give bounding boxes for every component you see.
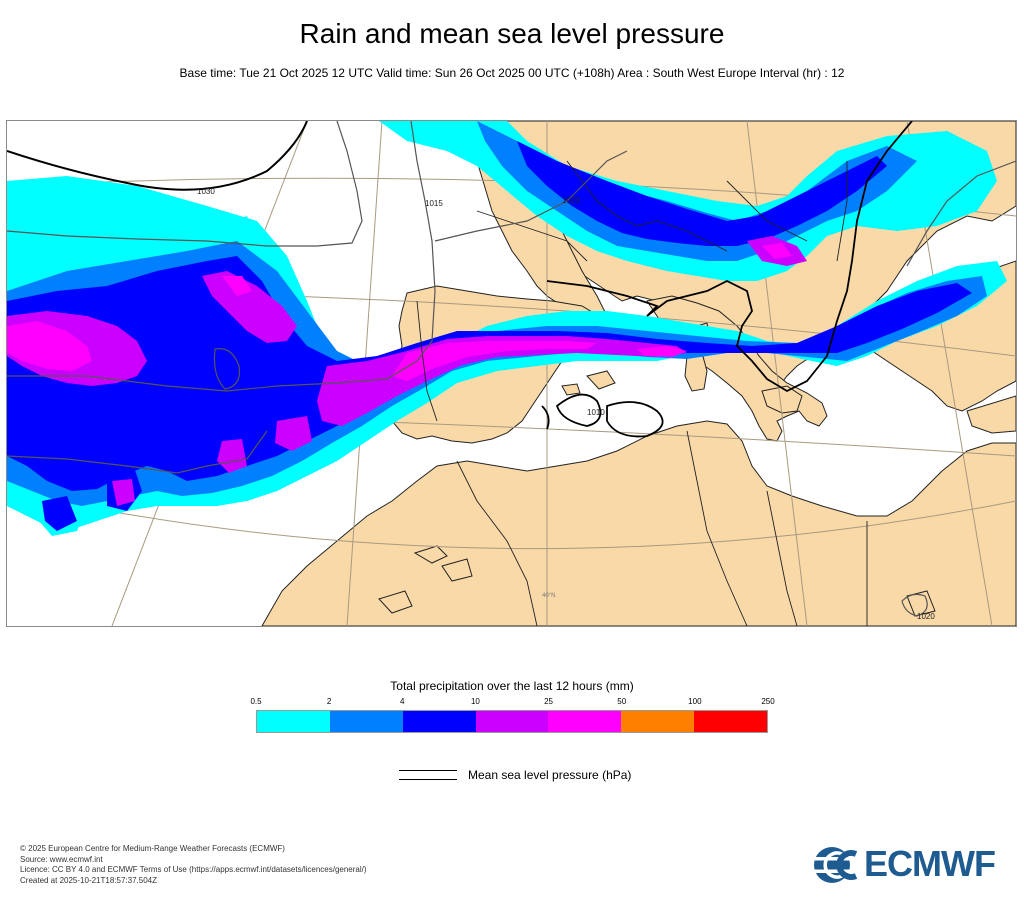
source-text: Source: www.ecmwf.int <box>20 854 103 864</box>
legend-color-cell <box>548 711 622 732</box>
precip-band-25 <box>7 243 792 381</box>
legend-tick-label: 2 <box>326 697 332 706</box>
legend-tick-label: 250 <box>761 697 775 706</box>
legend-tick-label: 0.5 <box>250 697 262 706</box>
isobar-1015-b <box>7 430 268 474</box>
sicily-land <box>761 385 803 414</box>
legend-color-cell <box>329 711 403 732</box>
legend-color-cell <box>257 711 330 732</box>
isobar-1020 <box>7 121 363 247</box>
isobar-label: 1030 <box>197 187 215 196</box>
copyright-text: © 2025 European Centre for Medium-Range … <box>20 844 285 853</box>
border-line <box>456 460 538 626</box>
isobar-legend-label: Mean sea level pressure (hPa) <box>468 768 632 782</box>
isobar-1020-africa <box>901 593 928 617</box>
footer-credits: © 2025 European Centre for Medium-Range … <box>20 844 367 886</box>
north-africa-land <box>261 420 1016 626</box>
legend-title: Total precipitation over the last 12 hou… <box>390 679 634 693</box>
ecmwf-logo: ECMWF <box>812 843 1008 885</box>
border-line <box>476 210 588 262</box>
graticule-label: 40°N <box>542 593 555 599</box>
isobars <box>7 121 1016 617</box>
isobar-label: 1015 <box>425 199 443 208</box>
meridian-line <box>746 121 808 626</box>
legend-color-cell <box>475 711 549 732</box>
ecmwf-logo-icon <box>812 847 862 883</box>
balearic-island <box>586 370 616 390</box>
cyprus-island <box>906 590 936 617</box>
precip-magenta-cell <box>637 346 687 357</box>
legend-color-cell <box>402 711 476 732</box>
precip-magenta-iberia <box>392 341 597 381</box>
precip-cyan-cell <box>207 216 257 256</box>
canary-island-3 <box>378 590 413 614</box>
precip-purple-cell <box>112 479 135 506</box>
canary-island <box>413 545 448 564</box>
border-line <box>566 160 728 252</box>
precip-purple-cell <box>275 416 312 451</box>
map-canvas: 1030 1020 1015 1010 1020 40°N <box>7 121 1016 626</box>
isobar-label: 1020 <box>917 612 935 621</box>
precip-magenta-cell <box>762 243 792 259</box>
isobar-1015-c <box>434 150 628 242</box>
isobar-legend-swatch <box>399 770 457 780</box>
coastlines <box>416 160 868 626</box>
precip-magenta-west <box>7 321 92 371</box>
isobar-low <box>213 348 241 390</box>
isobar-legend: Mean sea level pressure (hPa) <box>399 766 699 786</box>
isobar-east <box>906 160 1016 267</box>
precipitation-color-scale <box>256 710 768 733</box>
anatolia-land <box>966 395 1016 434</box>
isobar-1015 <box>7 121 436 392</box>
precip-purple-atlantic <box>202 271 297 343</box>
isobar-label: 1010 <box>587 408 605 417</box>
legend-tick-label: 25 <box>544 697 554 706</box>
precipitation-field <box>7 121 1007 536</box>
border-line <box>766 490 798 626</box>
parallel-line <box>7 490 1016 550</box>
border-line <box>726 180 808 242</box>
canary-island-2 <box>441 558 473 582</box>
border-line <box>686 430 748 626</box>
precip-deepblue-north <box>517 141 887 246</box>
legend-tick-label: 100 <box>688 697 702 706</box>
isobar-1010-closed <box>555 393 602 427</box>
precip-magenta-cell <box>222 276 252 296</box>
isobar-1010-arc <box>541 405 550 430</box>
legend-tick-label: 4 <box>400 697 405 706</box>
isobar-label: 1020 <box>562 196 580 205</box>
precip-blue-north <box>477 121 917 261</box>
legend-tick-label: 50 <box>617 697 627 706</box>
legend-ticks: 0.5 2 4 10 25 50 100 250 <box>250 697 774 709</box>
legend-tick-label: 10 <box>470 697 480 706</box>
chart-subtitle: Base time: Tue 21 Oct 2025 12 UTC Valid … <box>179 66 845 80</box>
border-line <box>836 161 848 262</box>
precip-purple-cell <box>217 439 247 473</box>
legend-color-cell <box>694 711 768 732</box>
legend-color-cell <box>621 711 695 732</box>
chart-title: Rain and mean sea level pressure <box>299 18 725 49</box>
balearic-island-2 <box>561 383 581 396</box>
isobar-1030 <box>7 121 308 191</box>
isobar-1010 <box>546 121 913 393</box>
ecmwf-logo-text: ECMWF <box>864 843 996 884</box>
weather-map[interactable]: 1030 1020 1015 1010 1020 40°N <box>6 120 1017 627</box>
border-line <box>416 300 438 422</box>
precip-deepblue-cell <box>42 496 77 531</box>
licence-text: Licence: CC BY 4.0 and ECMWF Terms of Us… <box>20 865 367 874</box>
isobar-1010-closed-2 <box>606 401 664 438</box>
map-labels: 1030 1020 1015 1010 1020 40°N <box>197 187 935 621</box>
created-text: Created at 2025-10-21T18:57:37.504Z <box>20 875 157 885</box>
